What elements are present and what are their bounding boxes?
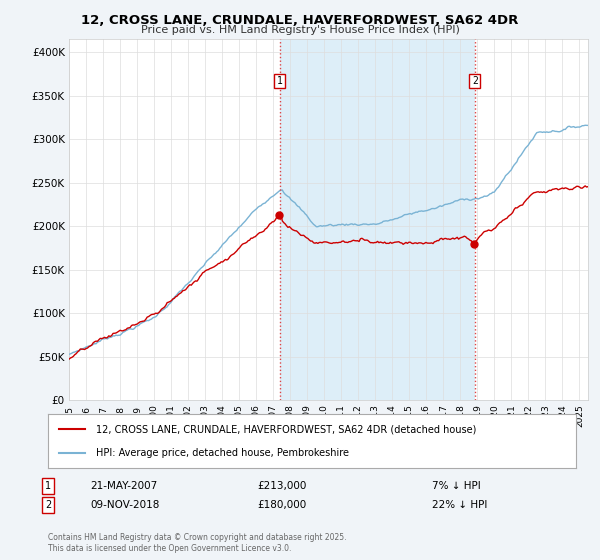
Text: Price paid vs. HM Land Registry's House Price Index (HPI): Price paid vs. HM Land Registry's House … [140, 25, 460, 35]
Text: £180,000: £180,000 [257, 500, 307, 510]
Bar [280, 39, 475, 400]
Text: 1: 1 [277, 76, 283, 86]
Text: Contains HM Land Registry data © Crown copyright and database right 2025.
This d: Contains HM Land Registry data © Crown c… [48, 533, 347, 553]
Text: £213,000: £213,000 [257, 481, 307, 491]
Text: 12, CROSS LANE, CRUNDALE, HAVERFORDWEST, SA62 4DR (detached house): 12, CROSS LANE, CRUNDALE, HAVERFORDWEST,… [95, 424, 476, 435]
Text: 12, CROSS LANE, CRUNDALE, HAVERFORDWEST, SA62 4DR: 12, CROSS LANE, CRUNDALE, HAVERFORDWEST,… [82, 14, 518, 27]
Text: 1: 1 [45, 481, 51, 491]
Text: 22% ↓ HPI: 22% ↓ HPI [432, 500, 487, 510]
Text: 21-MAY-2007: 21-MAY-2007 [90, 481, 157, 491]
Text: 7% ↓ HPI: 7% ↓ HPI [432, 481, 481, 491]
Text: 2: 2 [45, 500, 51, 510]
Text: 2: 2 [472, 76, 478, 86]
Text: HPI: Average price, detached house, Pembrokeshire: HPI: Average price, detached house, Pemb… [95, 447, 349, 458]
Text: 09-NOV-2018: 09-NOV-2018 [90, 500, 160, 510]
